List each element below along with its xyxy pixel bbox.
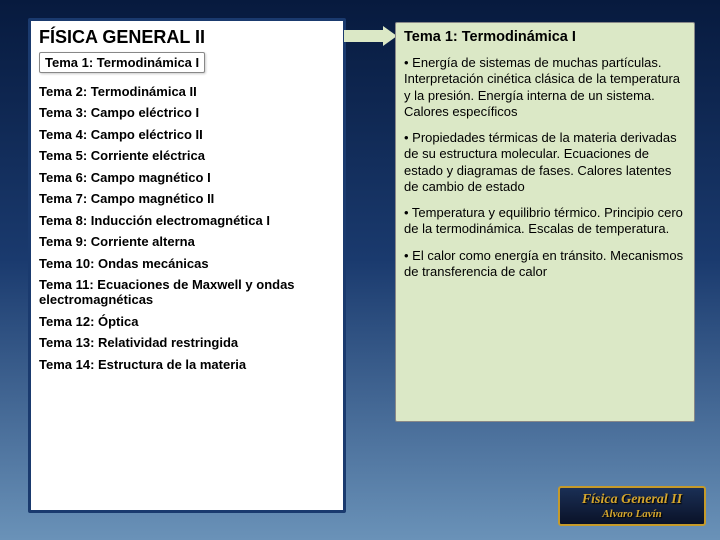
topic-item: Tema 9: Corriente alterna — [39, 234, 335, 249]
detail-bullet: • Propiedades térmicas de la materia der… — [404, 130, 686, 195]
topic-item: Tema 13: Relatividad restringida — [39, 335, 335, 350]
course-title: FÍSICA GENERAL II — [39, 27, 335, 48]
logo-author: Alvaro Lavín — [602, 508, 662, 520]
topic-item: Tema 6: Campo magnético I — [39, 170, 335, 185]
course-logo: Física General II Alvaro Lavín — [558, 486, 706, 526]
topic-item: Tema 8: Inducción electromagnética I — [39, 213, 335, 228]
detail-bullet: • El calor como energía en tránsito. Mec… — [404, 248, 686, 281]
topics-panel: FÍSICA GENERAL II Tema 1: Termodinámica … — [28, 18, 346, 513]
topic-highlighted[interactable]: Tema 1: Termodinámica I — [39, 52, 205, 73]
detail-bullet: • Temperatura y equilibrio térmico. Prin… — [404, 205, 686, 238]
topic-item: Tema 14: Estructura de la materia — [39, 357, 335, 372]
topic-item: Tema 11: Ecuaciones de Maxwell y ondas e… — [39, 277, 335, 307]
topic-item: Tema 10: Ondas mecánicas — [39, 256, 335, 271]
topic-item: Tema 5: Corriente eléctrica — [39, 148, 335, 163]
detail-panel: Tema 1: Termodinámica I • Energía de sis… — [395, 22, 695, 422]
detail-title: Tema 1: Termodinámica I — [404, 29, 686, 45]
topic-item: Tema 3: Campo eléctrico I — [39, 105, 335, 120]
topic-item: Tema 4: Campo eléctrico II — [39, 127, 335, 142]
logo-title: Física General II — [582, 492, 682, 508]
topic-item: Tema 7: Campo magnético II — [39, 191, 335, 206]
topic-item: Tema 12: Óptica — [39, 314, 335, 329]
arrow-icon — [344, 26, 398, 46]
topic-item: Tema 2: Termodinámica II — [39, 84, 335, 99]
detail-bullet: • Energía de sistemas de muchas partícul… — [404, 55, 686, 120]
